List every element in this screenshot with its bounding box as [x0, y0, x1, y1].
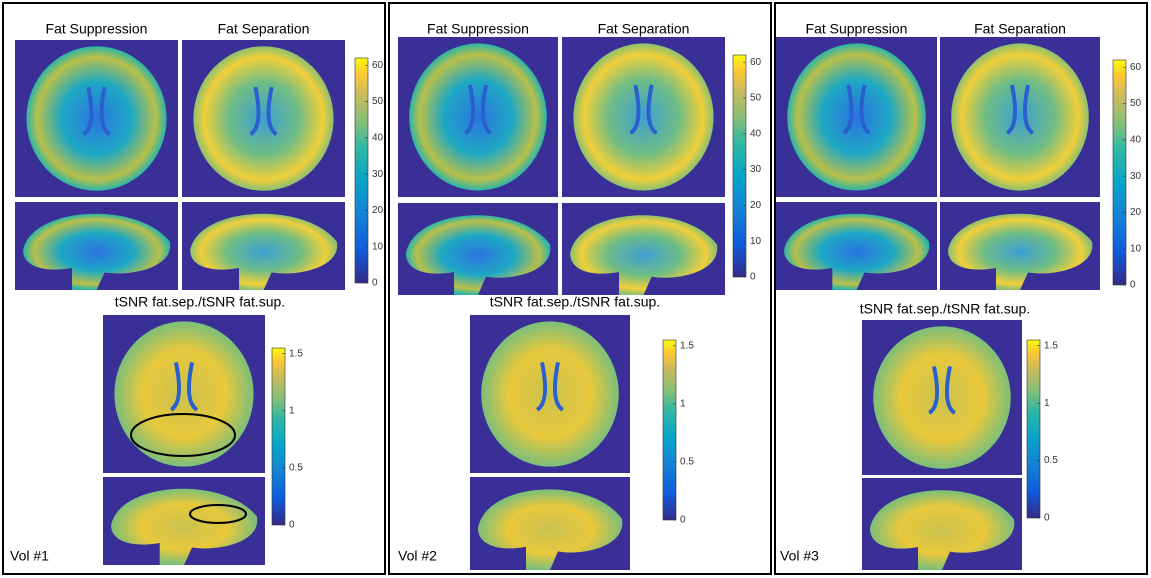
colorbar-tick-label: 50 — [750, 93, 762, 104]
column-title: Fat Suppression — [427, 21, 529, 37]
column-title: Fat Suppression — [46, 21, 148, 37]
column-title: Fat Separation — [974, 21, 1066, 37]
colorbar-tick-label: 0 — [750, 272, 756, 283]
colorbar — [355, 58, 368, 283]
colorbar-tick-label: 1 — [680, 399, 686, 410]
colorbar-tick-label: 10 — [372, 241, 384, 252]
colorbar-tick-label: 30 — [750, 164, 762, 175]
colorbar-tick-label: 0 — [1130, 280, 1136, 291]
colorbar-tick-label: 0.5 — [289, 463, 303, 474]
brain-slice — [481, 321, 619, 466]
colorbar-tick-label: 20 — [750, 200, 762, 211]
colorbar-tick-label: 20 — [372, 205, 384, 216]
colorbar — [733, 55, 746, 277]
colorbar-tick-label: 40 — [372, 132, 384, 143]
colorbar-tick-label: 1.5 — [289, 348, 303, 359]
column-title: Fat Separation — [598, 21, 690, 37]
brain-slice — [573, 43, 713, 190]
colorbar-tick-label: 50 — [372, 96, 384, 107]
colorbar — [1027, 340, 1040, 518]
colorbar-tick-label: 20 — [1130, 207, 1142, 218]
ratio-title: tSNR fat.sep./tSNR fat.sup. — [860, 301, 1030, 317]
colorbar-tick-label: 0 — [289, 520, 295, 531]
colorbar — [1113, 60, 1126, 285]
colorbar-tick-label: 1 — [1044, 398, 1050, 409]
colorbar-tick-label: 50 — [1130, 98, 1142, 109]
colorbar-tick-label: 40 — [750, 128, 762, 139]
colorbar-tick-label: 60 — [1130, 62, 1142, 73]
volume-label: Vol #3 — [780, 548, 819, 564]
brain-slice — [409, 43, 547, 190]
colorbar-tick-label: 10 — [1130, 243, 1142, 254]
colorbar-tick-label: 30 — [372, 169, 384, 180]
column-title: Fat Separation — [218, 21, 310, 37]
brain-slice — [951, 43, 1089, 190]
colorbar-tick-label: 40 — [1130, 134, 1142, 145]
figure: Fat SuppressionFat Separation01020304050… — [0, 0, 1151, 578]
colorbar-tick-label: 0.5 — [680, 457, 694, 468]
colorbar-tick-label: 60 — [750, 57, 762, 68]
colorbar-tick-label: 0.5 — [1044, 455, 1058, 466]
volume-label: Vol #2 — [398, 548, 437, 564]
colorbar-tick-label: 10 — [750, 236, 762, 247]
column-title: Fat Suppression — [806, 21, 908, 37]
brain-slice — [26, 46, 166, 190]
colorbar — [272, 348, 285, 525]
colorbar-tick-label: 60 — [372, 60, 384, 71]
brain-slice — [787, 43, 925, 190]
colorbar-tick-label: 1 — [289, 405, 295, 416]
colorbar-tick-label: 0 — [372, 278, 378, 289]
colorbar-tick-label: 30 — [1130, 171, 1142, 182]
brain-slice — [873, 326, 1011, 469]
colorbar-tick-label: 1.5 — [680, 340, 694, 351]
colorbar-tick-label: 1.5 — [1044, 340, 1058, 351]
ratio-title: tSNR fat.sep./tSNR fat.sup. — [115, 294, 285, 310]
colorbar-tick-label: 0 — [1044, 513, 1050, 524]
brain-slice — [193, 46, 333, 190]
volume-label: Vol #1 — [10, 548, 49, 564]
ratio-title: tSNR fat.sep./tSNR fat.sup. — [490, 294, 660, 310]
brain-slice — [114, 321, 253, 466]
colorbar-tick-label: 0 — [680, 515, 686, 526]
colorbar — [663, 340, 676, 520]
